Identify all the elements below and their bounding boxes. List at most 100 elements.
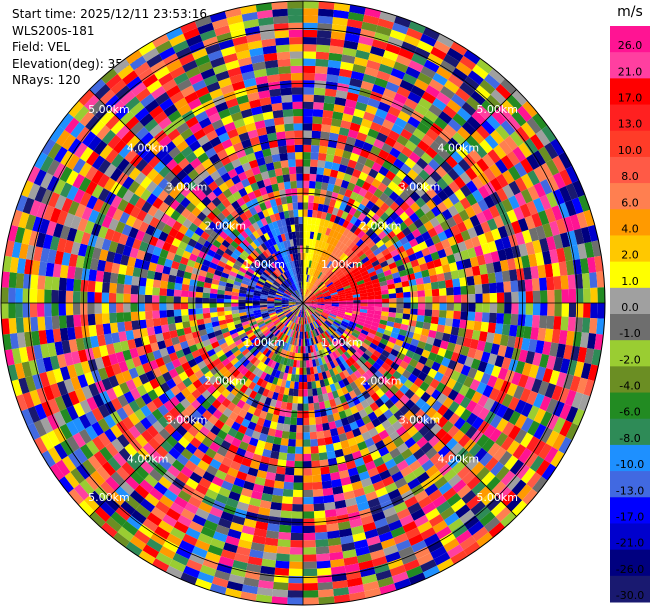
- radar-gate: [381, 142, 393, 154]
- radar-gate: [388, 312, 396, 318]
- radar-gate: [289, 424, 297, 433]
- radar-gate: [118, 447, 133, 462]
- radar-gate: [217, 285, 226, 291]
- radar-gate: [341, 244, 349, 253]
- radar-gate: [259, 300, 268, 303]
- radar-gate: [411, 367, 422, 378]
- radar-gate: [394, 339, 404, 347]
- radar-gate: [321, 124, 332, 133]
- radar-gate: [409, 383, 420, 394]
- radar-gate: [259, 499, 272, 509]
- radar-gate: [365, 490, 378, 502]
- radar-gate: [471, 403, 484, 417]
- radar-gate: [459, 396, 472, 409]
- radar-gate: [389, 430, 401, 442]
- radar-gate: [217, 517, 232, 529]
- radar-gate: [174, 315, 183, 324]
- radar-gate: [225, 317, 234, 324]
- radar-gate: [185, 527, 201, 540]
- radar-gate: [28, 359, 40, 376]
- radar-gate: [356, 279, 365, 286]
- radar-gate: [465, 400, 478, 413]
- radar-gate: [385, 153, 397, 165]
- radar-gate: [303, 267, 305, 275]
- radar-gate: [334, 248, 342, 257]
- radar-gate: [15, 303, 23, 319]
- radar-gate: [303, 303, 310, 306]
- radar-gate: [308, 294, 316, 300]
- radar-gate: [179, 340, 189, 350]
- radar-gate: [512, 443, 527, 460]
- radar-gate: [446, 303, 454, 311]
- radar-gate: [135, 504, 151, 519]
- radar-gate: [440, 238, 451, 249]
- radar-gate: [399, 360, 409, 370]
- radar-gate: [153, 325, 163, 335]
- radar-gate: [377, 182, 388, 193]
- radar-gate: [533, 166, 547, 183]
- radar-gate: [328, 262, 335, 270]
- radar-gate: [303, 590, 319, 598]
- radar-gate: [303, 367, 307, 375]
- radar-gate: [119, 381, 131, 395]
- radar-gate: [279, 333, 286, 341]
- radar-gate: [422, 276, 431, 284]
- radar-gate: [490, 129, 505, 145]
- radar-gate: [434, 135, 448, 149]
- radar-gate: [252, 535, 266, 545]
- radar-gate: [275, 308, 283, 312]
- radar-gate: [124, 274, 133, 285]
- radar-gate: [358, 314, 367, 320]
- radar-gate: [390, 348, 400, 357]
- radar-gate: [506, 335, 517, 348]
- radar-gate: [315, 262, 321, 271]
- radar-gate: [423, 533, 440, 547]
- radar-gate: [256, 377, 264, 387]
- radar-gate: [338, 304, 347, 308]
- radar-gate: [480, 351, 491, 363]
- radar-gate: [294, 352, 298, 361]
- radar-gate: [301, 331, 303, 339]
- radar-gate: [306, 267, 309, 275]
- radar-gate: [176, 453, 189, 466]
- radar-gate: [146, 326, 156, 336]
- radar-gate: [159, 280, 169, 289]
- radar-gate: [236, 501, 250, 512]
- radar-gate: [319, 233, 326, 242]
- radar-gate: [148, 437, 161, 451]
- radar-gate: [425, 385, 436, 396]
- radar-gate: [121, 461, 136, 476]
- radar-gate: [285, 327, 290, 336]
- radar-gate: [116, 283, 125, 294]
- radar-gate: [337, 273, 346, 280]
- radar-gate: [162, 354, 172, 365]
- radar-gate: [314, 188, 321, 197]
- radar-gate: [263, 357, 271, 366]
- radar-gate: [521, 229, 533, 244]
- radar-gate: [266, 342, 274, 350]
- radar-gate: [413, 514, 429, 528]
- radar-gate: [40, 343, 50, 359]
- radar-gate: [290, 417, 297, 426]
- radar-gate: [304, 288, 307, 297]
- radar-gate: [15, 272, 25, 289]
- radar-gate: [377, 101, 391, 113]
- radar-gate: [209, 307, 218, 313]
- radar-gate: [315, 423, 324, 432]
- radar-gate: [349, 215, 358, 225]
- radar-gate: [409, 201, 421, 213]
- radar-gate: [432, 258, 442, 268]
- radar-gate: [173, 296, 181, 303]
- radar-gate: [342, 228, 350, 237]
- radar-gate: [293, 330, 298, 339]
- radar-gate: [425, 85, 441, 98]
- radar-gate: [289, 305, 297, 309]
- radar-gate: [305, 245, 310, 253]
- radar-gate: [473, 274, 482, 285]
- radar-gate: [366, 346, 376, 354]
- radar-gate: [214, 569, 231, 581]
- radar-gate: [323, 347, 330, 356]
- radar-gate: [350, 525, 365, 536]
- radar-gate: [370, 325, 379, 332]
- radar-gate: [281, 94, 293, 103]
